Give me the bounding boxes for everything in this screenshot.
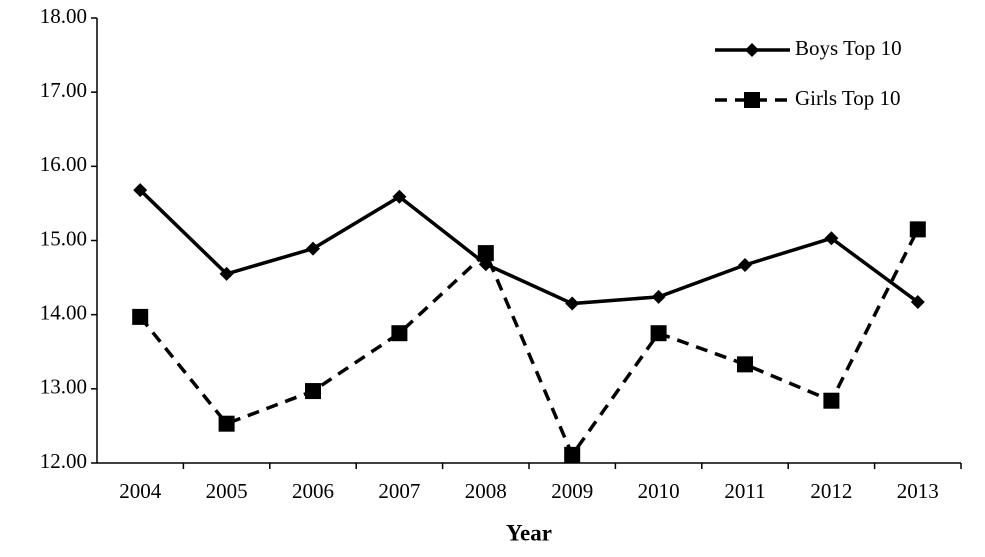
x-tick-label: 2005 (206, 479, 248, 503)
y-tick-label: 16.00 (40, 152, 87, 176)
marker (132, 308, 149, 325)
y-tick-label: 18.00 (40, 4, 87, 28)
x-tick-label: 2006 (292, 479, 334, 503)
y-tick-label: 14.00 (40, 300, 87, 324)
legend-marker (745, 43, 759, 57)
x-tick-label: 2004 (119, 479, 162, 503)
x-tick-label: 2011 (724, 479, 765, 503)
series-line (138, 228, 920, 459)
legend-label: Boys Top 10 (795, 36, 902, 60)
marker (737, 356, 753, 373)
x-tick-label: 2008 (465, 479, 507, 503)
marker (133, 183, 148, 198)
legend-marker (744, 92, 760, 108)
x-tick-label: 2007 (378, 479, 420, 503)
y-tick-label: 15.00 (40, 226, 87, 250)
x-axis-title: Year (506, 520, 552, 545)
x-tick-label: 2010 (638, 479, 680, 503)
marker (306, 241, 320, 256)
y-tick-label: 12.00 (40, 449, 87, 473)
series-line (138, 188, 919, 306)
marker (651, 289, 666, 304)
x-tick-label: 2012 (810, 479, 852, 503)
marker (392, 189, 407, 204)
y-tick-label: 13.00 (40, 375, 87, 399)
x-tick-label: 2013 (897, 479, 939, 503)
marker (477, 245, 494, 262)
legend-label: Girls Top 10 (795, 86, 900, 110)
marker (391, 325, 408, 342)
marker (824, 231, 839, 246)
marker (565, 296, 580, 311)
marker (305, 383, 321, 400)
marker (650, 325, 667, 342)
marker (219, 266, 234, 281)
marker (909, 221, 926, 238)
marker (738, 257, 752, 272)
x-tick-label: 2009 (551, 479, 593, 503)
marker (218, 415, 235, 432)
marker (823, 392, 840, 409)
y-tick-label: 17.00 (40, 78, 87, 102)
marker (910, 295, 925, 310)
marker (564, 446, 581, 463)
